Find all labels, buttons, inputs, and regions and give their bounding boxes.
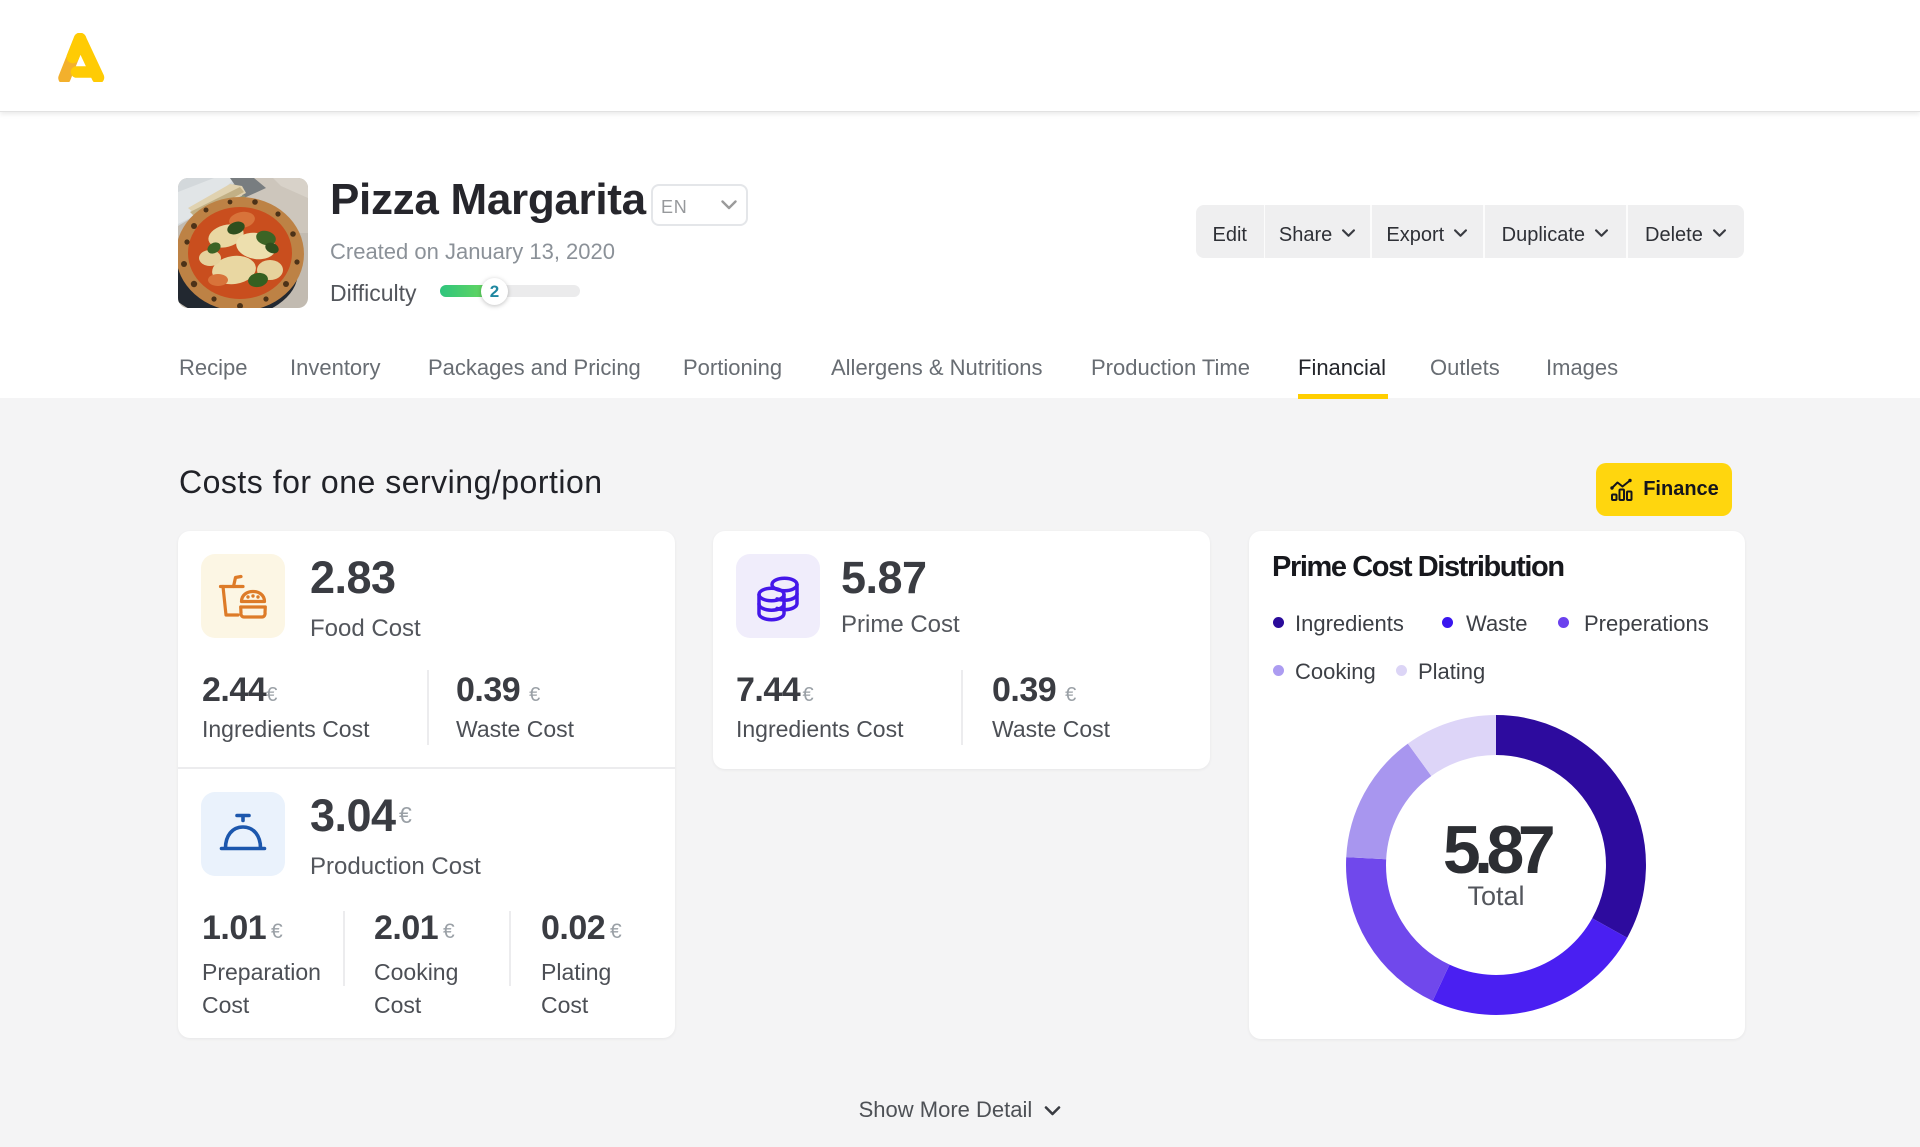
svg-text:Total: Total (1467, 881, 1524, 911)
svg-text:5.87: 5.87 (1443, 812, 1553, 888)
